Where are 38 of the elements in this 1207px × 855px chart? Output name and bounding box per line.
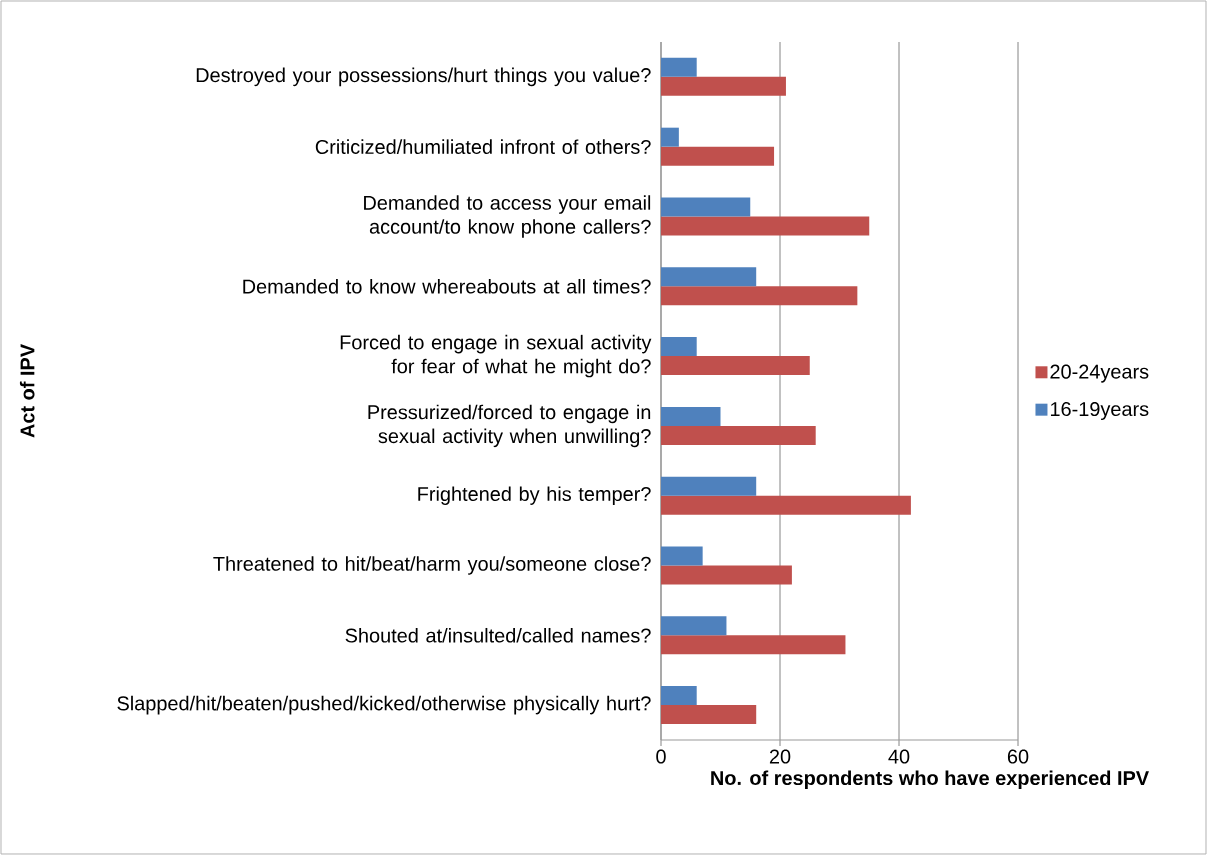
legend-label: 20-24years — [1050, 364, 1149, 383]
x-tick-label: 60 — [1007, 749, 1029, 764]
bar — [661, 705, 757, 725]
bar — [661, 286, 858, 306]
y-tick-label: Criticized/humiliated infront of others? — [315, 139, 651, 154]
bar — [661, 57, 697, 77]
y-tick-label: Slapped/hit/beaten/pushed/kicked/otherwise physically hurt? — [117, 695, 651, 715]
y-tick-label: Forced to engage in sexual activity for fear of what he might do? — [340, 334, 652, 378]
bar — [661, 616, 727, 636]
bar — [661, 406, 721, 426]
y-tick-label: Pressurized/forced to engage in sexual activity when unwilling? — [368, 404, 651, 448]
bar — [661, 216, 870, 236]
x-tick-label: 20 — [769, 749, 791, 764]
bar — [661, 267, 757, 287]
x-tick-label: 40 — [888, 749, 910, 764]
x-axis-title: No. of respondents who have experienced IPV — [711, 770, 1149, 790]
bar — [661, 425, 816, 445]
bar — [661, 565, 792, 585]
y-tick-label: Shouted at/insulted/called names? — [345, 627, 651, 643]
bar — [661, 476, 757, 496]
y-tick-label: Threatened to hit/beat/harm you/someone close? — [213, 556, 651, 575]
y-tick-label: Destroyed your possessions/hurt things you value? — [196, 67, 651, 87]
y-tick-label: Demanded to know whereabouts at all times? — [243, 278, 651, 294]
y-tick-label: Frightened by his temper? — [418, 486, 651, 505]
bar — [661, 146, 775, 166]
bar — [661, 546, 703, 566]
bar — [661, 686, 697, 706]
bar — [661, 356, 810, 376]
bar — [661, 127, 679, 147]
y-tick-label: Demanded to access your email account/to know phone callers? — [364, 195, 651, 238]
bar — [661, 76, 786, 96]
bar — [661, 197, 751, 217]
x-tick-label: 0 — [656, 749, 666, 764]
bar — [661, 495, 911, 515]
bar — [661, 337, 697, 357]
legend-label: 16-19years — [1050, 401, 1149, 421]
bar — [661, 635, 846, 655]
y-axis-title: Act of IPV — [19, 344, 35, 438]
